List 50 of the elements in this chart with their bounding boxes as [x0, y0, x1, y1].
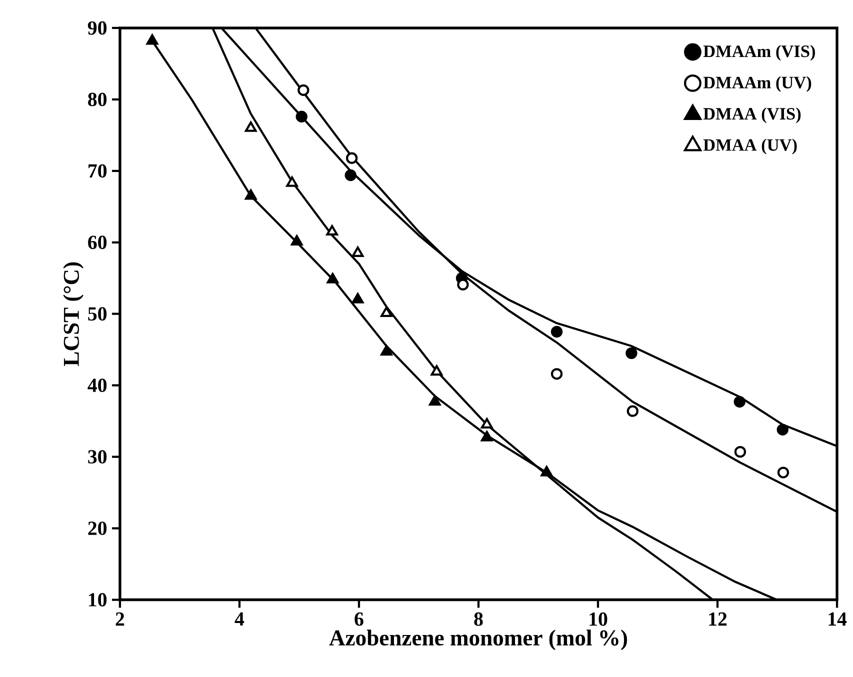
y-tick-label: 40	[88, 378, 107, 392]
point	[428, 395, 441, 406]
point	[626, 347, 638, 359]
y-tick-label: 30	[88, 450, 107, 464]
point	[430, 365, 443, 376]
point	[296, 110, 308, 122]
point	[286, 176, 298, 187]
x-tick-label: 2	[116, 612, 124, 626]
point	[480, 418, 493, 428]
y-tick-label: 50	[88, 307, 107, 321]
point	[777, 466, 790, 478]
y-tick-label: 70	[88, 164, 107, 178]
point	[244, 189, 257, 200]
point	[298, 84, 310, 96]
point	[380, 345, 392, 356]
point	[352, 292, 364, 304]
x-tick-label: 4	[234, 612, 244, 626]
point	[380, 306, 392, 317]
point	[146, 34, 158, 45]
y-tick-label: 10	[88, 593, 107, 606]
x-tick-label: 8	[474, 612, 483, 626]
point	[290, 235, 303, 246]
point	[626, 405, 638, 417]
y-tick-label: 90	[88, 21, 107, 35]
point	[480, 430, 493, 442]
point	[346, 152, 358, 164]
legend-label: DMAA (UV)	[703, 138, 797, 154]
y-tick-label: 20	[88, 522, 107, 535]
point	[326, 225, 338, 236]
x-tick-label: 12	[709, 612, 727, 626]
y-tick-label: 80	[88, 92, 107, 106]
point	[550, 326, 563, 338]
x-tick-label: 14	[828, 612, 847, 626]
point	[776, 424, 788, 436]
point	[734, 396, 746, 408]
legend-label: DMAA (VIS)	[703, 107, 801, 124]
legend-label: DMAAm (VIS)	[703, 44, 815, 61]
point	[540, 466, 552, 476]
legend-label: DMAAm (UV)	[703, 76, 812, 92]
y-tick-label: 60	[88, 236, 107, 250]
point	[326, 272, 339, 284]
point	[352, 246, 364, 257]
point	[244, 121, 257, 132]
point	[734, 446, 746, 458]
x-tick-label: 6	[354, 612, 364, 626]
x-tick-label: 10	[590, 612, 608, 626]
y-axis-title: LCST (°C)	[63, 262, 84, 366]
x-axis-title: Azobenzene monomer (mol %)	[329, 630, 627, 650]
point	[550, 368, 563, 380]
point	[344, 169, 356, 182]
